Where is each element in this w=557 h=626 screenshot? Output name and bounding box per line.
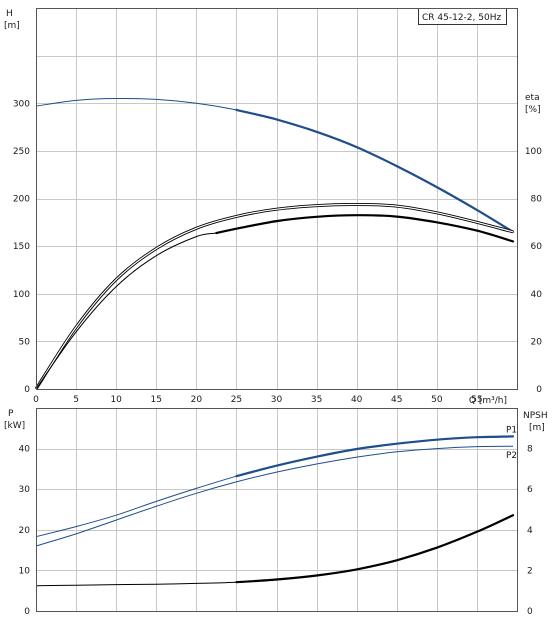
x-tick-label: 15 <box>151 395 162 405</box>
top-left-axis-label: H <box>6 9 13 19</box>
top-left-tick-label: 300 <box>13 99 30 109</box>
bottom-left-axis-label: P <box>8 409 14 419</box>
top-left-axis-unit: [m] <box>4 21 20 31</box>
x-tick-label: 0 <box>33 395 39 405</box>
x-axis-label: Q [m³/h] <box>469 396 507 406</box>
top-left-tick-label: 150 <box>13 242 30 252</box>
top-right-tick-label: 80 <box>531 195 543 205</box>
top-left-tick-label: 50 <box>19 337 31 347</box>
bottom-right-axis-label: NPSH <box>523 411 548 421</box>
top-plot-frame <box>36 8 518 390</box>
x-tick-label: 40 <box>351 395 363 405</box>
bottom-right-tick-label: 4 <box>527 526 533 536</box>
top-right-axis-unit: [%] <box>525 105 541 115</box>
bottom-left-tick-label: 40 <box>19 445 31 455</box>
curve-bottom-2 <box>35 514 514 587</box>
chart-title: CR 45-12-2, 50Hz <box>422 13 501 23</box>
bottom-left-tick-label: 30 <box>19 485 31 495</box>
top-plot-curves <box>34 97 515 390</box>
x-tick-label: 20 <box>191 395 203 405</box>
curve-bottom-1 <box>35 445 514 547</box>
curve-top-2 <box>35 214 514 390</box>
bottom-left-tick-label: 0 <box>24 607 30 617</box>
top-right-tick-label: 100 <box>525 147 542 157</box>
x-tick-label: 10 <box>110 395 122 405</box>
x-tick-label: 5 <box>73 395 79 405</box>
bottom-right-tick-label: 6 <box>527 485 533 495</box>
bottom-plot-frame <box>36 408 518 612</box>
bottom-left-tick-label: 20 <box>19 526 31 536</box>
x-tick-label: 35 <box>311 395 322 405</box>
top-right-axis-label: eta <box>525 93 540 103</box>
top-left-tick-label: 0 <box>24 385 30 395</box>
curve-outline-top-1 <box>34 202 514 390</box>
curve-duty-range-bottom-0 <box>235 435 515 478</box>
x-tick-label: 55 <box>471 395 482 405</box>
series-label-p1: P1 <box>506 425 517 435</box>
curve-duty-range-top-0 <box>235 108 515 233</box>
curve-duty-range-top-2 <box>215 214 515 243</box>
axis-ticks: 0 5 10 15 20 25 30 35 40 45 50 55050100150200250300… <box>13 99 542 617</box>
top-right-tick-label: 40 <box>531 290 543 300</box>
top-left-tick-label: 250 <box>13 147 30 157</box>
bottom-left-axis-unit: [kW] <box>4 421 25 431</box>
top-plot-grid <box>36 8 517 389</box>
x-tick-label: 45 <box>391 395 402 405</box>
curve-duty-range-bottom-2 <box>235 514 515 584</box>
x-tick-label: 50 <box>431 395 443 405</box>
bottom-plot-curves <box>35 435 515 587</box>
x-tick-label: 25 <box>231 395 242 405</box>
bottom-right-axis-unit: [m] <box>529 423 545 433</box>
curve-outline-inner-top-1 <box>35 203 514 390</box>
bottom-right-tick-label: 8 <box>527 445 533 455</box>
x-tick-label: 30 <box>271 395 283 405</box>
top-left-tick-label: 100 <box>13 290 30 300</box>
bottom-right-tick-label: 0 <box>527 607 533 617</box>
bottom-left-tick-label: 10 <box>19 566 31 576</box>
curve-bottom-0 <box>35 435 514 538</box>
top-right-tick-label: 0 <box>536 385 542 395</box>
bottom-right-tick-label: 2 <box>527 566 533 576</box>
bottom-plot-grid <box>36 408 517 611</box>
series-label-p2: P2 <box>506 451 517 461</box>
top-left-tick-label: 200 <box>13 195 30 205</box>
top-right-tick-label: 60 <box>531 242 543 252</box>
top-right-tick-label: 20 <box>531 337 543 347</box>
